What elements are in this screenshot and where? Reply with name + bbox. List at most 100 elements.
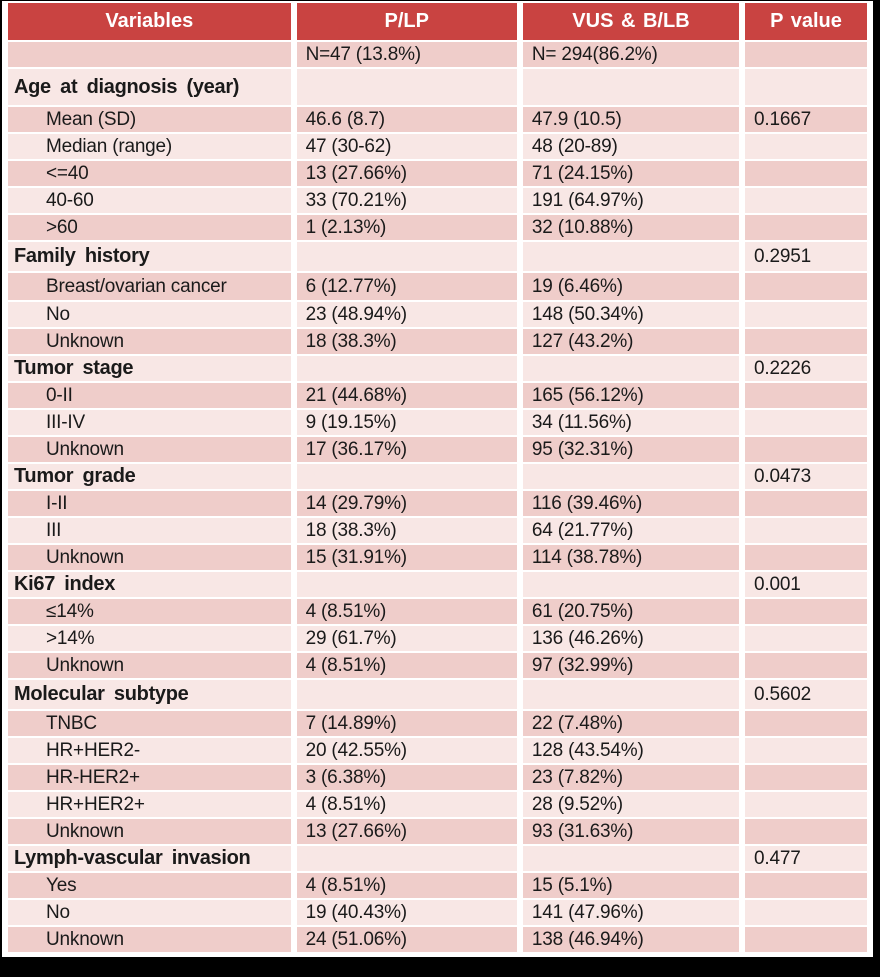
plp-cell: 4 (8.51%) [296, 873, 517, 898]
variable-cell: Unknown [8, 653, 291, 678]
variable-cell: HR+HER2- [8, 738, 291, 763]
pvalue-cell: 0.477 [745, 846, 867, 871]
variable-cell: No [8, 900, 291, 925]
vus-cell: 141 (47.96%) [522, 900, 740, 925]
table-row: III-IV 9 (19.15%) 34 (11.56%) [8, 410, 867, 435]
pvalue-cell [745, 215, 867, 240]
column-header-pvalue: P value [745, 3, 867, 40]
plp-cell: 9 (19.15%) [296, 410, 517, 435]
table-body: N=47 (13.8%) N= 294(86.2%) Age at diagno… [8, 42, 867, 952]
variable-cell: III-IV [8, 410, 291, 435]
plp-cell: 15 (31.91%) [296, 545, 517, 570]
table-row: Breast/ovarian cancer 6 (12.77%) 19 (6.4… [8, 273, 867, 300]
variable-cell: Median (range) [8, 134, 291, 159]
variable-cell: TNBC [8, 711, 291, 736]
variable-cell: HR-HER2+ [8, 765, 291, 790]
pvalue-cell [745, 765, 867, 790]
table-row: TNBC 7 (14.89%) 22 (7.48%) [8, 711, 867, 736]
plp-cell: 4 (8.51%) [296, 599, 517, 624]
pvalue-cell [745, 302, 867, 327]
vus-cell: 47.9 (10.5) [522, 107, 740, 132]
plp-cell: 23 (48.94%) [296, 302, 517, 327]
plp-cell: 1 (2.13%) [296, 215, 517, 240]
plp-cell: 29 (61.7%) [296, 626, 517, 651]
plp-cell: 14 (29.79%) [296, 491, 517, 516]
variable-cell: Family history [8, 242, 291, 271]
vus-cell: 15 (5.1%) [522, 873, 740, 898]
pvalue-cell [745, 42, 867, 67]
pvalue-cell [745, 69, 867, 105]
vus-cell: 95 (32.31%) [522, 437, 740, 462]
vus-cell: 48 (20-89) [522, 134, 740, 159]
column-header-vus: VUS & B/LB [522, 3, 740, 40]
table-row: HR+HER2- 20 (42.55%) 128 (43.54%) [8, 738, 867, 763]
table-row: Molecular subtype 0.5602 [8, 680, 867, 709]
plp-cell: N=47 (13.8%) [296, 42, 517, 67]
pvalue-cell [745, 134, 867, 159]
vus-cell [522, 680, 740, 709]
table-row: Tumor grade 0.0473 [8, 464, 867, 489]
table-row: No 23 (48.94%) 148 (50.34%) [8, 302, 867, 327]
vus-cell: 165 (56.12%) [522, 383, 740, 408]
pvalue-cell: 0.2226 [745, 356, 867, 381]
pvalue-cell [745, 792, 867, 817]
vus-cell: 93 (31.63%) [522, 819, 740, 844]
variable-cell: HR+HER2+ [8, 792, 291, 817]
table-row: >14% 29 (61.7%) 136 (46.26%) [8, 626, 867, 651]
column-header-variables: Variables [8, 3, 291, 40]
variable-cell: <=40 [8, 161, 291, 186]
vus-cell: 64 (21.77%) [522, 518, 740, 543]
table-row: Unknown 4 (8.51%) 97 (32.99%) [8, 653, 867, 678]
plp-cell: 7 (14.89%) [296, 711, 517, 736]
plp-cell [296, 69, 517, 105]
variable-cell: III [8, 518, 291, 543]
variable-cell: I-II [8, 491, 291, 516]
table-row: No 19 (40.43%) 141 (47.96%) [8, 900, 867, 925]
vus-cell: 22 (7.48%) [522, 711, 740, 736]
table-row: Unknown 18 (38.3%) 127 (43.2%) [8, 329, 867, 354]
pvalue-cell [745, 927, 867, 952]
vus-cell: 97 (32.99%) [522, 653, 740, 678]
table-row: III 18 (38.3%) 64 (21.77%) [8, 518, 867, 543]
pvalue-cell [745, 873, 867, 898]
table-row: Yes 4 (8.51%) 15 (5.1%) [8, 873, 867, 898]
variable-cell: Tumor grade [8, 464, 291, 489]
plp-cell: 4 (8.51%) [296, 792, 517, 817]
table-row: ≤14% 4 (8.51%) 61 (20.75%) [8, 599, 867, 624]
vus-cell [522, 572, 740, 597]
variable-cell: >14% [8, 626, 291, 651]
plp-cell [296, 846, 517, 871]
variable-cell: Unknown [8, 329, 291, 354]
table-row: 40-60 33 (70.21%) 191 (64.97%) [8, 188, 867, 213]
pvalue-cell [745, 491, 867, 516]
variable-cell: Molecular subtype [8, 680, 291, 709]
table-row: Unknown 17 (36.17%) 95 (32.31%) [8, 437, 867, 462]
table-row: Family history 0.2951 [8, 242, 867, 271]
vus-cell: 71 (24.15%) [522, 161, 740, 186]
plp-cell: 19 (40.43%) [296, 900, 517, 925]
variable-cell: >60 [8, 215, 291, 240]
header-row: Variables P/LP VUS & B/LB P value [8, 3, 867, 40]
plp-cell: 33 (70.21%) [296, 188, 517, 213]
plp-cell: 6 (12.77%) [296, 273, 517, 300]
pvalue-cell [745, 410, 867, 435]
pvalue-cell: 0.1667 [745, 107, 867, 132]
pvalue-cell [745, 383, 867, 408]
pvalue-cell [745, 329, 867, 354]
pvalue-cell [745, 900, 867, 925]
variable-cell: Yes [8, 873, 291, 898]
plp-cell [296, 680, 517, 709]
table-row: Lymph-vascular invasion 0.477 [8, 846, 867, 871]
variable-cell [8, 42, 291, 67]
vus-cell: 114 (38.78%) [522, 545, 740, 570]
table-row: <=40 13 (27.66%) 71 (24.15%) [8, 161, 867, 186]
vus-cell [522, 356, 740, 381]
vus-cell: 138 (46.94%) [522, 927, 740, 952]
pvalue-cell [745, 738, 867, 763]
variable-cell: Age at diagnosis (year) [8, 69, 291, 105]
vus-cell [522, 846, 740, 871]
plp-cell [296, 356, 517, 381]
pvalue-cell: 0.0473 [745, 464, 867, 489]
plp-cell [296, 572, 517, 597]
plp-cell: 3 (6.38%) [296, 765, 517, 790]
